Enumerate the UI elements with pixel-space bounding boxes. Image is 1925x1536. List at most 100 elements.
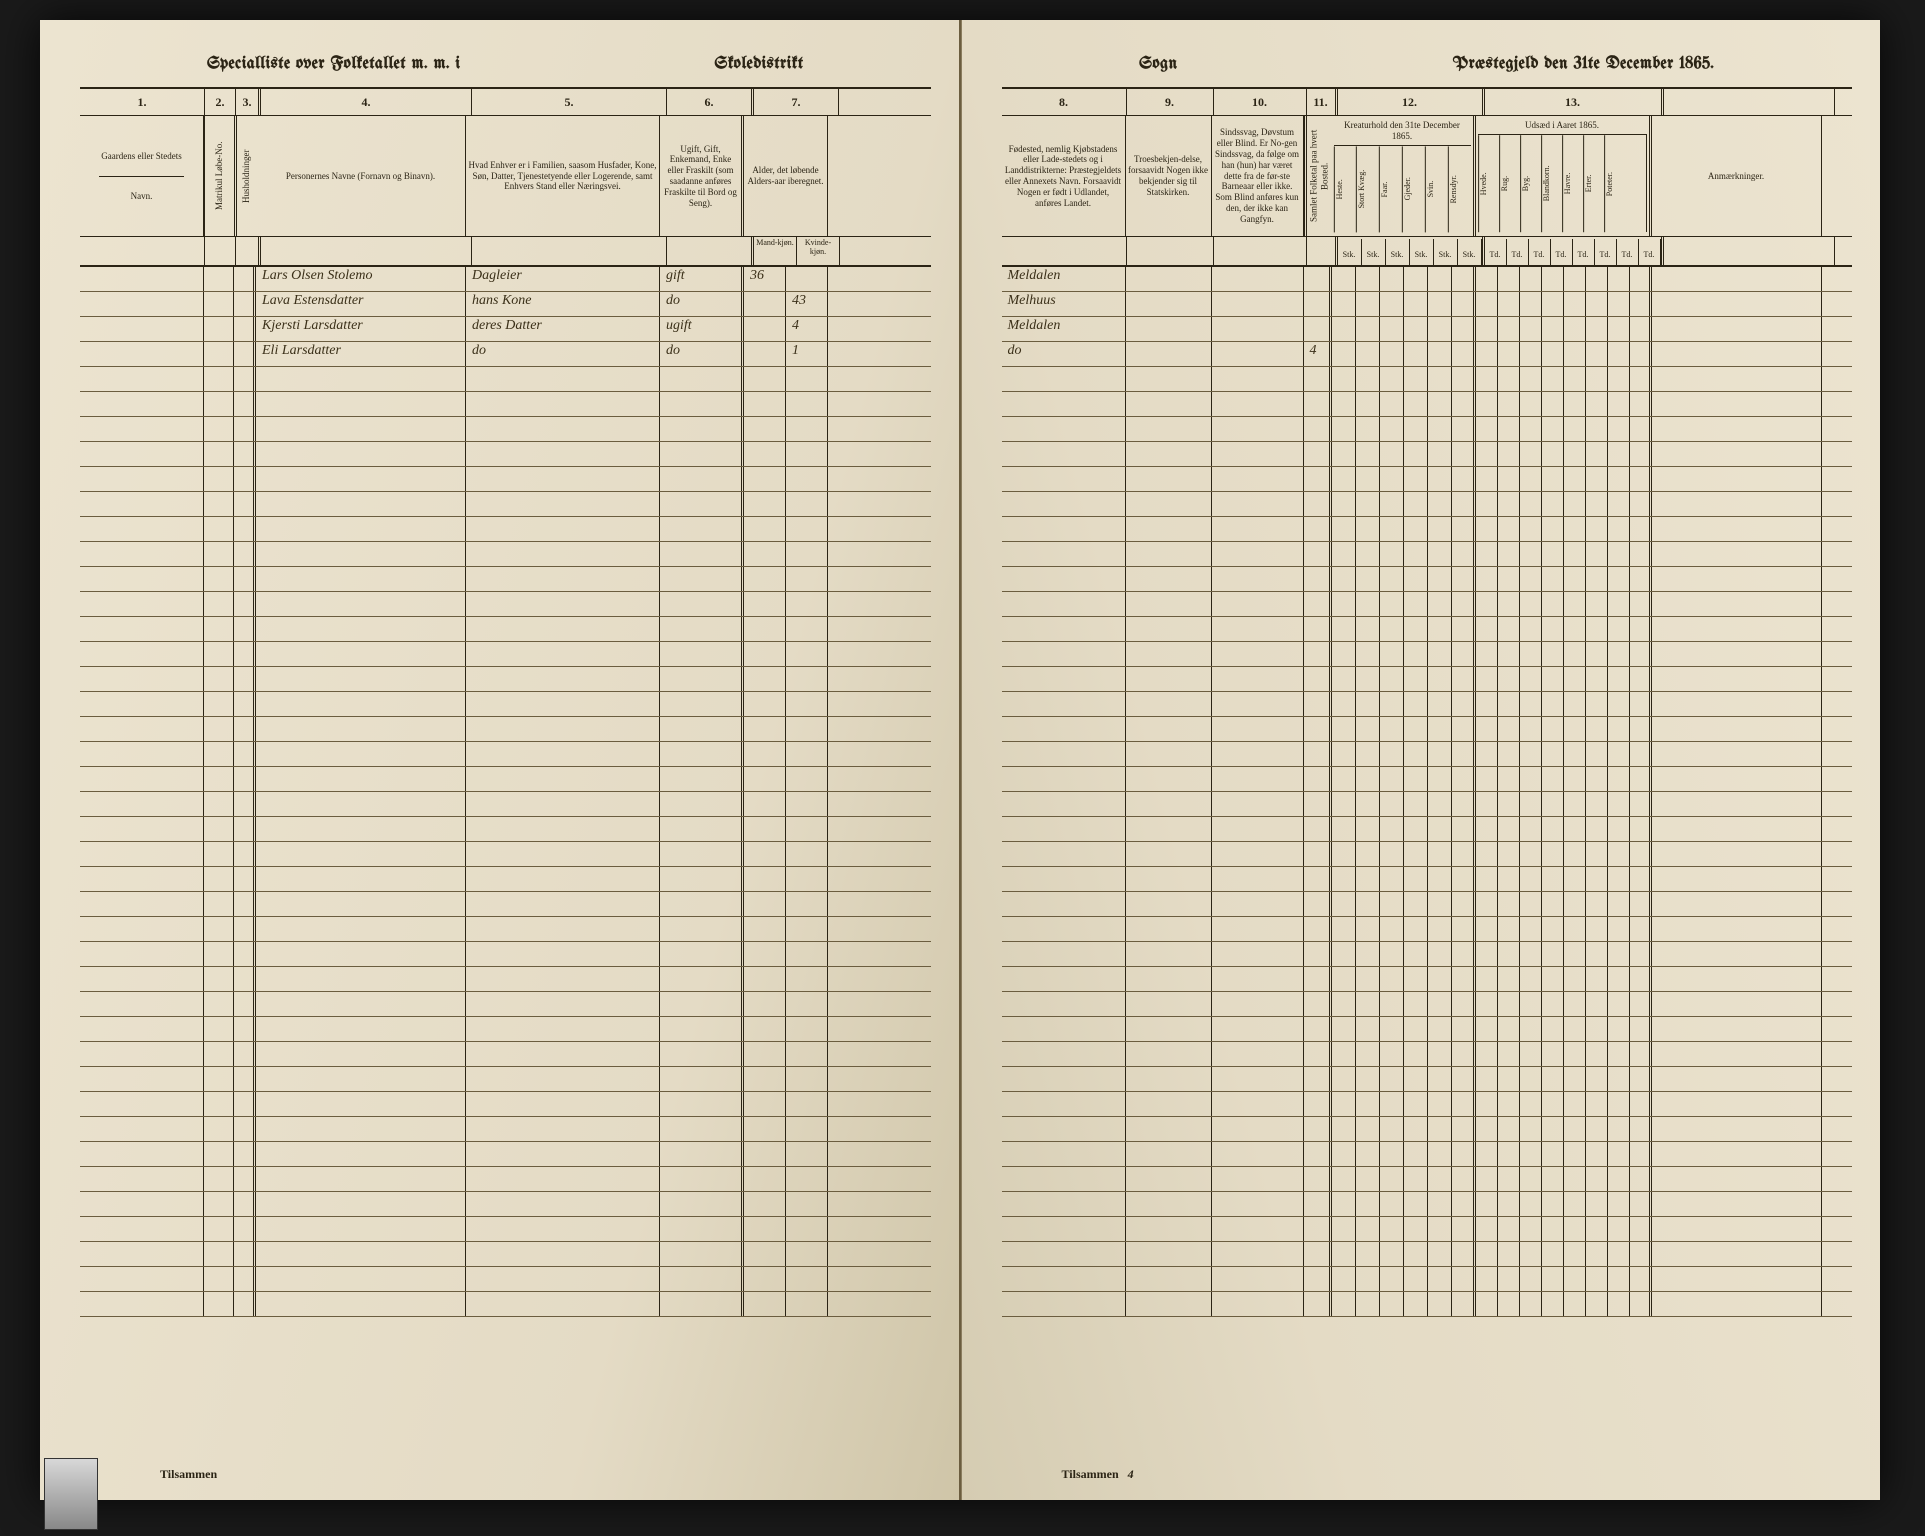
cell	[1126, 967, 1212, 991]
cell	[466, 1117, 660, 1141]
cell	[1542, 717, 1564, 741]
cell	[660, 767, 744, 791]
cell	[1304, 392, 1332, 416]
cell	[1520, 792, 1542, 816]
cell	[1356, 817, 1380, 841]
cell	[234, 817, 256, 841]
cell	[1586, 542, 1608, 566]
cell	[1608, 1117, 1630, 1141]
cell	[1212, 1092, 1304, 1116]
cell	[1428, 517, 1452, 541]
cell	[1428, 742, 1452, 766]
cell	[1404, 792, 1428, 816]
cell	[1356, 917, 1380, 941]
cell	[256, 942, 466, 966]
sub-6	[667, 237, 754, 265]
cell	[256, 392, 466, 416]
cell	[1428, 792, 1452, 816]
cell	[204, 942, 234, 966]
cell	[234, 442, 256, 466]
cell	[204, 692, 234, 716]
cell	[1428, 417, 1452, 441]
cell	[1564, 267, 1586, 291]
cell	[1304, 592, 1332, 616]
cell	[1476, 1267, 1498, 1291]
cell	[1380, 317, 1404, 341]
cell: do	[660, 292, 744, 316]
subcol-label: Rug.	[1499, 135, 1520, 232]
cell	[1608, 892, 1630, 916]
cell	[1586, 1167, 1608, 1191]
cell	[234, 792, 256, 816]
cell	[1452, 592, 1476, 616]
hdr-kreatur: Kreaturhold den 31te December 1865. Hest…	[1332, 116, 1476, 236]
cell	[1002, 792, 1126, 816]
cell	[1404, 442, 1428, 466]
cell	[1428, 892, 1452, 916]
cell	[1452, 742, 1476, 766]
cell	[1356, 292, 1380, 316]
table-row	[1002, 867, 1853, 892]
cell	[786, 742, 828, 766]
cell	[1652, 817, 1822, 841]
title-speciallist: Specialliste over Folketallet m. m. i	[207, 56, 461, 73]
table-row	[80, 1067, 931, 1092]
cell	[234, 367, 256, 391]
cell	[1452, 542, 1476, 566]
cell	[80, 1292, 204, 1316]
cell: 4	[1304, 342, 1332, 366]
cell	[744, 917, 786, 941]
cell	[1630, 517, 1652, 541]
cell	[204, 1142, 234, 1166]
cell	[1652, 892, 1822, 916]
cell	[1498, 342, 1520, 366]
table-row	[80, 817, 931, 842]
cell	[1126, 542, 1212, 566]
cell	[744, 1292, 786, 1316]
cell	[1002, 1067, 1126, 1091]
cell	[1380, 817, 1404, 841]
cell	[660, 492, 744, 516]
cell	[204, 592, 234, 616]
cell	[1564, 1117, 1586, 1141]
cell	[1404, 1292, 1428, 1316]
cell	[1498, 742, 1520, 766]
table-row	[80, 1292, 931, 1317]
cell	[1452, 1117, 1476, 1141]
cell	[1520, 892, 1542, 916]
cell	[1002, 1092, 1126, 1116]
cell	[1356, 742, 1380, 766]
cell	[1404, 942, 1428, 966]
cell	[1476, 1167, 1498, 1191]
cell	[1126, 1267, 1212, 1291]
cell	[1564, 367, 1586, 391]
cell	[1564, 1142, 1586, 1166]
unit-label: Td.	[1639, 239, 1661, 265]
cell	[1630, 1042, 1652, 1066]
cell	[1126, 317, 1212, 341]
cell	[1428, 617, 1452, 641]
cell	[1542, 542, 1564, 566]
cell	[1652, 467, 1822, 491]
cell	[1428, 1167, 1452, 1191]
colnum-1: 1.	[80, 89, 205, 115]
cell	[1380, 1017, 1404, 1041]
colnum-13: 13.	[1485, 89, 1664, 115]
table-row	[1002, 492, 1853, 517]
cell	[1212, 517, 1304, 541]
cell	[1002, 1292, 1126, 1316]
cell	[1630, 317, 1652, 341]
cell	[660, 467, 744, 491]
cell	[80, 1117, 204, 1141]
cell	[1126, 592, 1212, 616]
cell	[1002, 467, 1126, 491]
table-row	[1002, 717, 1853, 742]
cell	[1404, 692, 1428, 716]
cell	[1428, 667, 1452, 691]
cell	[1630, 717, 1652, 741]
cell	[1498, 1117, 1520, 1141]
cell	[1002, 992, 1126, 1016]
cell	[744, 342, 786, 366]
cell	[660, 1067, 744, 1091]
cell	[1404, 842, 1428, 866]
